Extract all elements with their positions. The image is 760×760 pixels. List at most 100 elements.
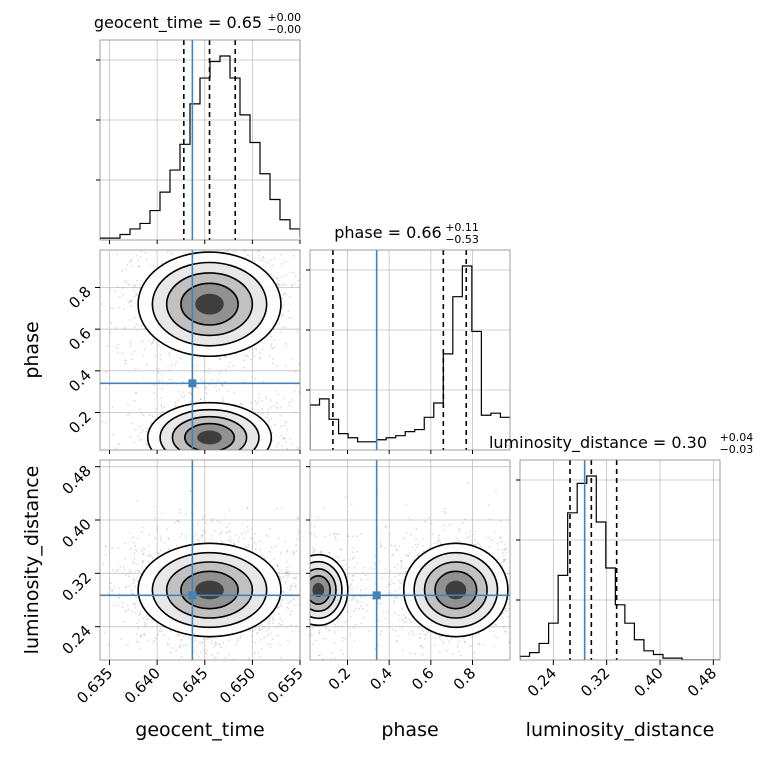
sample-point bbox=[176, 399, 179, 401]
sample-point bbox=[264, 487, 266, 489]
sample-point bbox=[113, 289, 116, 292]
sample-point bbox=[271, 648, 273, 650]
sample-point bbox=[280, 455, 282, 457]
sample-point bbox=[130, 547, 132, 550]
sample-point bbox=[261, 348, 264, 351]
sample-point bbox=[71, 261, 73, 263]
sample-point bbox=[111, 589, 114, 591]
sample-point bbox=[226, 390, 229, 393]
sample-point bbox=[502, 616, 505, 619]
sample-point bbox=[318, 629, 320, 632]
sample-point bbox=[367, 578, 369, 581]
sample-point bbox=[396, 568, 398, 571]
sample-point bbox=[286, 549, 289, 552]
sample-point bbox=[319, 311, 321, 313]
sample-point bbox=[280, 605, 283, 607]
sample-point bbox=[350, 583, 353, 586]
sample-point bbox=[349, 615, 352, 618]
sample-point bbox=[135, 596, 138, 599]
y-tick-label: 0.32 bbox=[58, 568, 94, 604]
sample-point bbox=[277, 283, 280, 286]
sample-point bbox=[462, 637, 465, 640]
sample-point bbox=[284, 326, 287, 329]
sample-point bbox=[109, 307, 112, 310]
sample-point bbox=[271, 638, 274, 640]
sample-point bbox=[151, 618, 153, 621]
sample-point bbox=[485, 664, 487, 666]
sample-point bbox=[288, 631, 290, 633]
sample-point bbox=[311, 445, 313, 447]
sample-point bbox=[180, 670, 182, 672]
sample-point bbox=[212, 656, 215, 659]
sample-point bbox=[212, 491, 214, 493]
sample-point bbox=[269, 624, 271, 626]
sample-point bbox=[465, 532, 468, 534]
sample-point bbox=[139, 613, 142, 616]
sample-point bbox=[301, 573, 303, 575]
sample-point bbox=[271, 618, 274, 621]
sample-point bbox=[246, 354, 248, 357]
sample-point bbox=[262, 464, 264, 466]
sample-point bbox=[259, 540, 261, 543]
sample-point bbox=[271, 347, 274, 350]
sample-point bbox=[418, 633, 421, 636]
sample-point bbox=[311, 319, 313, 321]
sample-point bbox=[255, 402, 258, 405]
joint-panel-phase-luminosity_distance: 0.2 0.4 0.6 0.8 bbox=[269, 459, 550, 694]
sample-point bbox=[133, 284, 135, 286]
sample-point bbox=[256, 632, 259, 634]
sample-point bbox=[295, 516, 297, 518]
sample-point bbox=[421, 537, 424, 540]
panel-frame bbox=[99, 459, 301, 661]
sample-point bbox=[385, 586, 387, 588]
sample-point bbox=[297, 556, 299, 558]
sample-point bbox=[157, 371, 160, 374]
sample-point bbox=[304, 430, 306, 432]
sample-point bbox=[282, 590, 284, 593]
sample-point bbox=[140, 634, 142, 637]
sample-point bbox=[335, 538, 337, 541]
sample-point bbox=[196, 364, 198, 367]
sample-point bbox=[292, 461, 294, 463]
sample-point bbox=[262, 380, 265, 383]
sample-point bbox=[270, 335, 272, 338]
sample-point bbox=[147, 544, 150, 547]
sample-point bbox=[294, 585, 297, 588]
sample-point bbox=[496, 636, 499, 639]
sample-point bbox=[142, 340, 145, 342]
sample-point bbox=[548, 620, 550, 622]
sample-point bbox=[90, 452, 92, 454]
sample-point bbox=[202, 517, 204, 520]
sample-point bbox=[256, 486, 258, 488]
sample-point bbox=[251, 352, 254, 354]
sample-point bbox=[220, 461, 222, 463]
sample-point bbox=[288, 601, 291, 604]
sample-point bbox=[160, 454, 162, 456]
sample-point bbox=[268, 620, 271, 623]
sample-point bbox=[255, 450, 257, 452]
sample-point bbox=[306, 599, 308, 601]
sample-point bbox=[191, 455, 193, 457]
sample-point bbox=[104, 387, 107, 390]
sample-point bbox=[521, 573, 523, 575]
sample-point bbox=[301, 553, 303, 555]
sample-point bbox=[187, 460, 189, 462]
sample-point bbox=[294, 619, 296, 621]
sample-point bbox=[488, 537, 491, 540]
sample-point bbox=[516, 637, 518, 639]
sample-point bbox=[443, 508, 446, 510]
panel-frame bbox=[99, 249, 301, 451]
sample-point bbox=[307, 503, 309, 505]
sample-point bbox=[291, 630, 294, 633]
sample-point bbox=[337, 560, 340, 562]
sample-point bbox=[296, 516, 299, 519]
sample-point bbox=[239, 402, 242, 405]
sample-point bbox=[159, 413, 162, 416]
sample-point bbox=[196, 476, 198, 478]
sample-point bbox=[179, 508, 182, 511]
sample-point bbox=[142, 617, 145, 620]
sample-point bbox=[358, 607, 360, 610]
sample-point bbox=[403, 537, 406, 540]
sample-point bbox=[295, 617, 297, 619]
sample-point bbox=[136, 622, 139, 624]
